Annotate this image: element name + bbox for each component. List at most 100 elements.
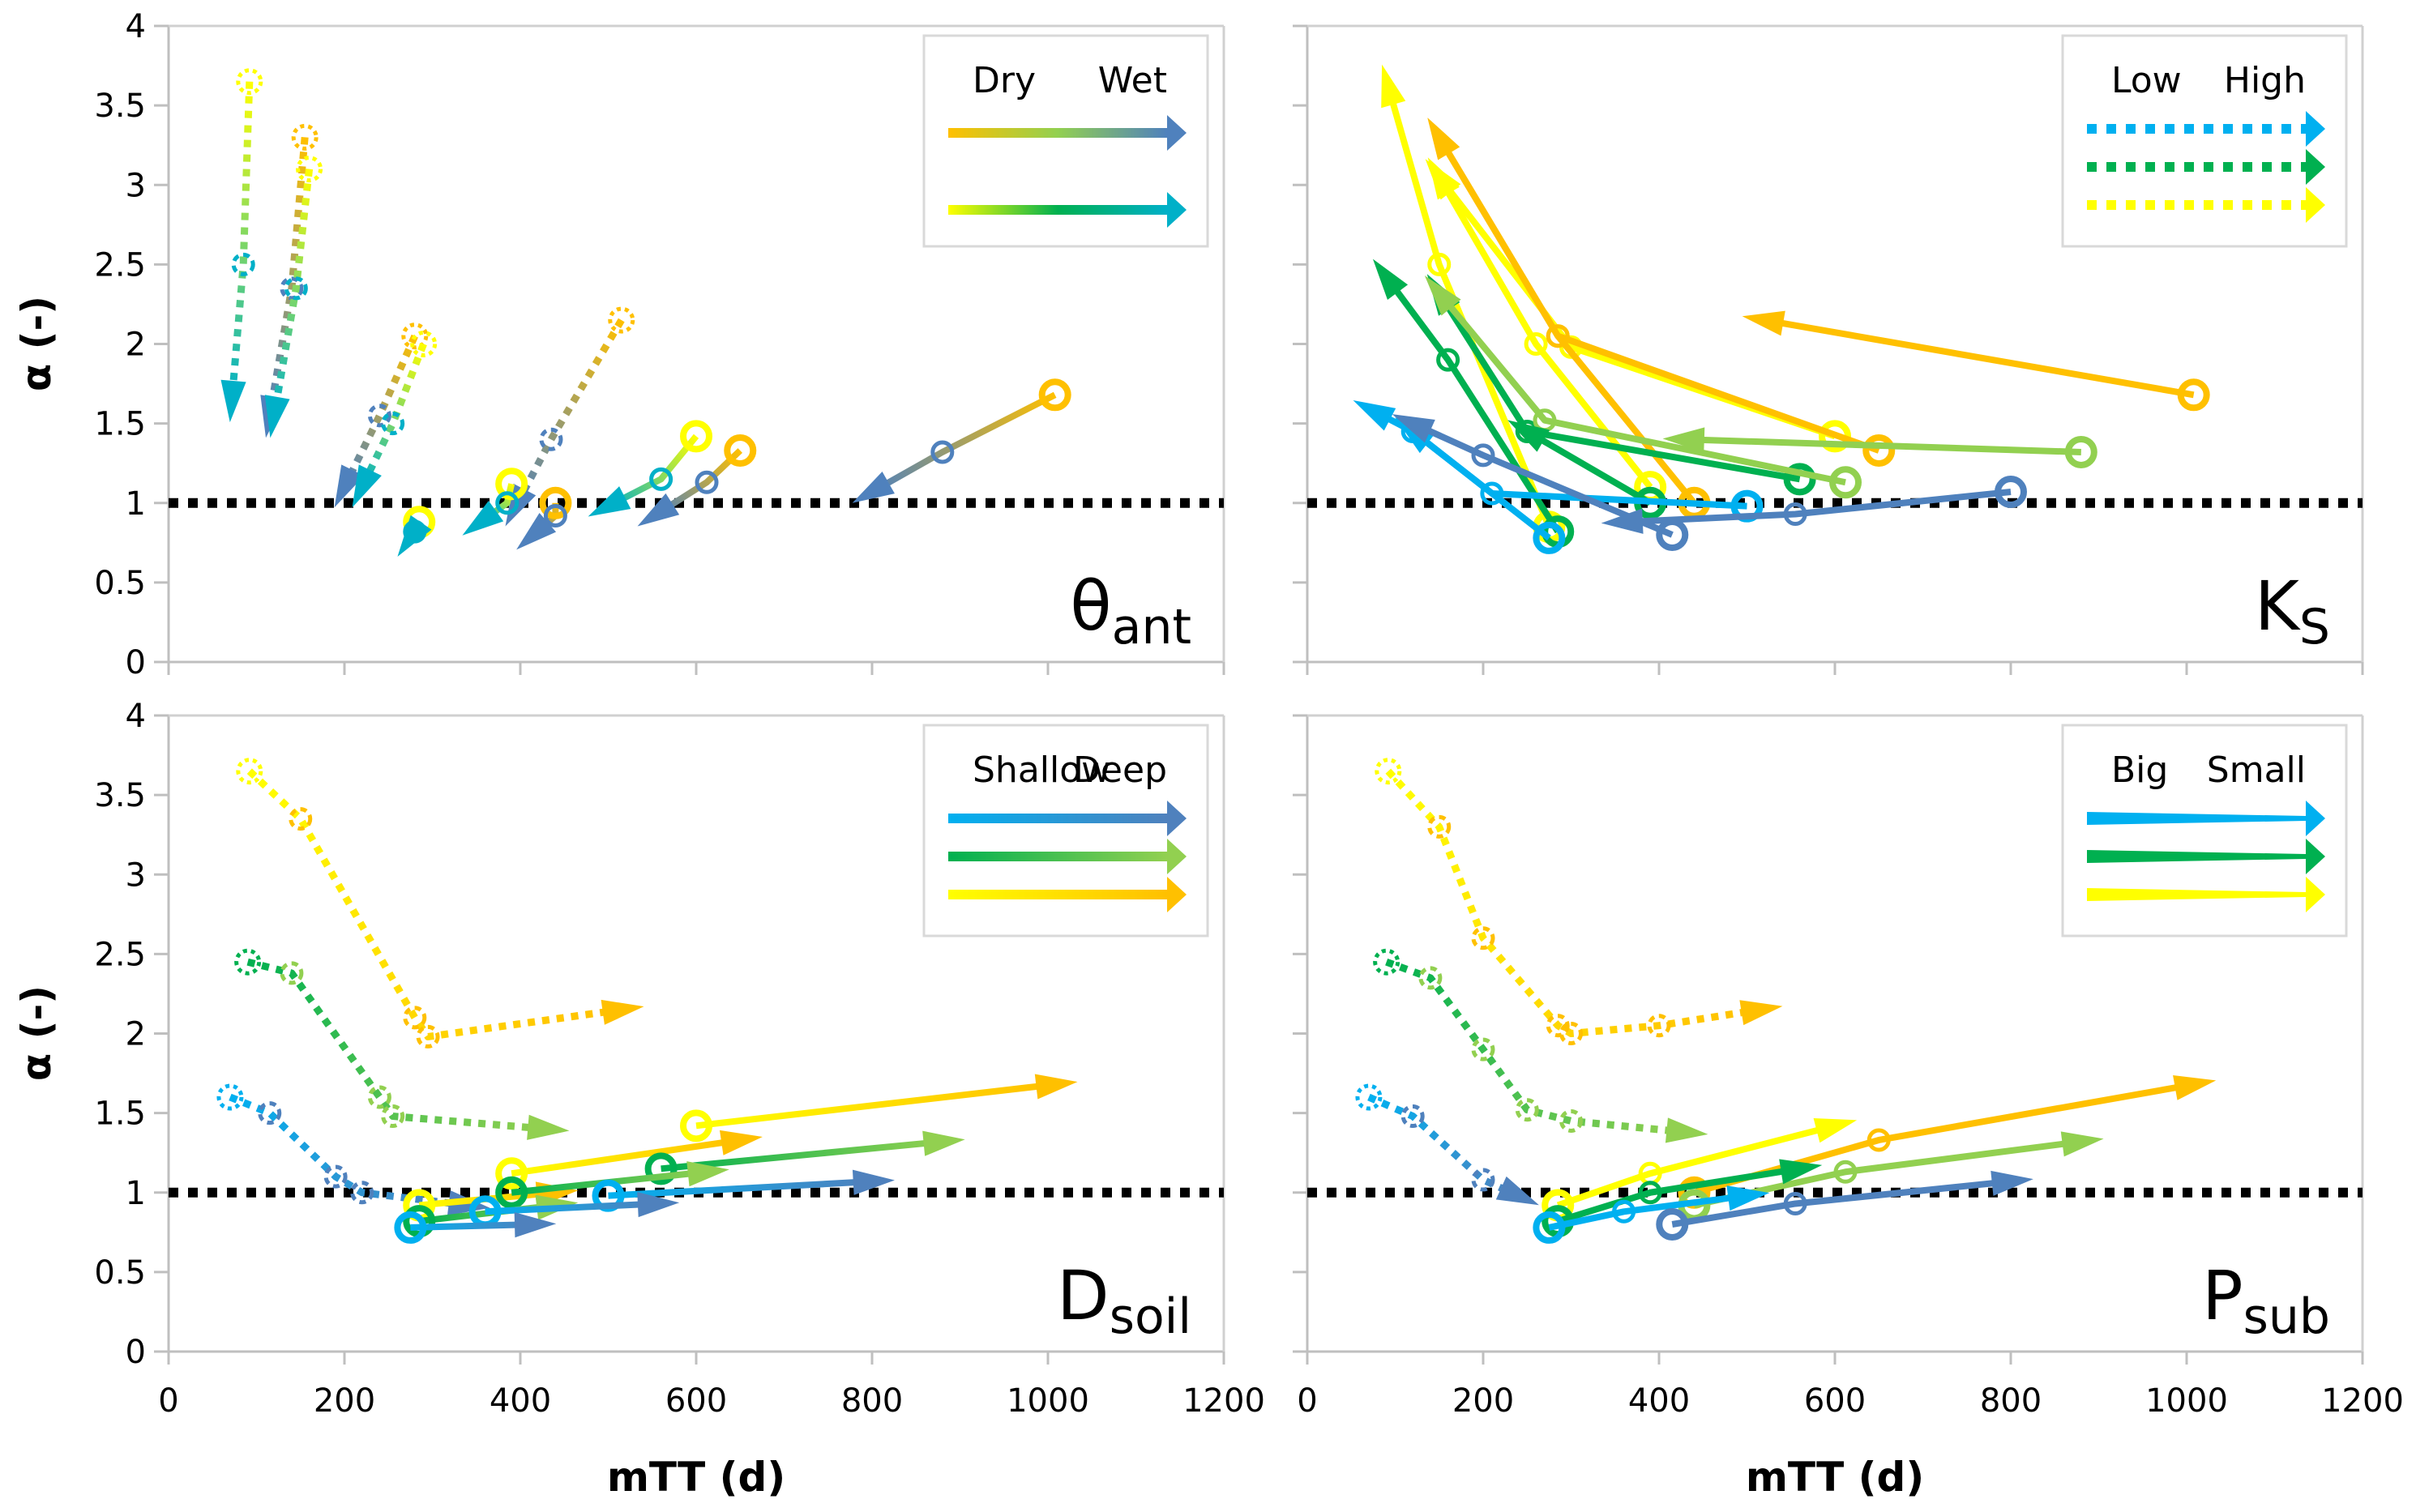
legend-arrow-head [2306,187,2325,223]
end-arrow-marker [1991,1170,2033,1196]
mid-marker [1783,502,1807,526]
y-tick-label: 2 [126,1016,146,1053]
end-arrow-marker [852,1169,895,1195]
start-marker [680,1109,712,1143]
y-tick-label: 2.5 [94,936,146,973]
series-line [246,768,622,1040]
start-marker [644,1152,678,1185]
end-arrow-marker [264,395,290,438]
series-dotted-yellow-green [220,68,263,423]
end-arrow-marker [1601,508,1644,534]
legend-arrow-head [2306,877,2325,912]
legend-label-start: Dry [973,60,1036,101]
series-solid-yellow-teal-a [397,506,436,557]
series-orange-b [1427,117,1896,467]
mid-marker [930,440,955,464]
series-line [1436,175,1653,489]
legend-arrow-head [1167,801,1187,836]
panel-label: KS [2255,566,2330,656]
series-line [228,81,254,400]
end-arrow-marker [922,1130,965,1156]
series-line [229,1093,468,1209]
mid-marker [649,467,673,491]
x-tick-label: 200 [314,1382,375,1420]
start-marker [1783,463,1816,496]
legend-arrow [948,839,1187,874]
legend-arrow-head [2306,149,2325,185]
series-line [1671,1178,2012,1228]
start-marker [1355,1083,1383,1111]
y-tick-label: 4 [126,698,146,735]
series-line [270,169,314,416]
mid-marker [1471,1037,1495,1061]
end-arrow-marker [1427,117,1460,160]
legend-arrow [2087,149,2325,185]
x-tick-label: 1200 [1182,1382,1265,1420]
end-arrow-marker [852,471,895,503]
y-tick-label: 0 [126,1334,146,1371]
y-tick-label: 1.5 [94,406,146,443]
mid-marker [1559,1022,1583,1045]
y-tick-label: 0.5 [94,565,146,602]
x-axis-label-right: mTT (d) [1746,1454,1924,1501]
y-tick-label: 2 [126,327,146,364]
start-marker [680,420,712,453]
legend-arrow-head [2306,801,2325,836]
mid-marker [1638,1181,1662,1205]
series-line [695,1081,1056,1130]
legend-arrow-line [2087,850,2306,863]
series-yellow-solid-a [680,1074,1078,1143]
start-marker [495,468,528,501]
legend-box [922,724,1209,938]
mid-marker [280,276,304,301]
y-tick-label: 4 [126,8,146,45]
mid-marker [323,1164,348,1189]
series-line [1623,489,2012,526]
series-solid-orange-blue-a [516,486,572,550]
series-dotted-yellow-teal-2 [264,156,323,438]
series-line [246,958,547,1133]
mid-marker [695,470,719,494]
panel-dsoil: 0 0.5 1 1.5 2 2.5 3 3.5 4 0 200 400 600 800 1000 1200 Ds… [94,698,1265,1420]
series-line [511,1137,741,1177]
end-arrow-marker [1665,1117,1708,1143]
panel-label-main: P [2202,1256,2243,1335]
mid-marker [1418,966,1443,990]
series-dotted-orange-right [505,306,635,527]
mid-marker [231,252,255,276]
legend-arrow-head [1167,877,1187,912]
start-marker [236,68,263,96]
series-line [358,342,427,489]
start-marker [1829,466,1862,499]
y-axis-label-bottom: α (-) [13,985,60,1081]
series-dotted-orange-blue-mid [334,322,429,508]
legend-label-start: Low [2111,60,2182,101]
legend-arrow-head [2306,111,2325,147]
y-tick-label: 0 [126,644,146,681]
start-marker [495,1176,528,1209]
end-arrow-marker [686,1161,729,1187]
start-marker [1862,434,1896,467]
series-yellow-dotted [1375,758,1783,1045]
x-tick-label: 400 [490,1382,551,1420]
series-line [410,1221,534,1231]
end-arrow-marker [719,1130,763,1155]
mid-marker [539,427,563,451]
series-line [1436,291,1846,486]
start-marker [291,123,319,151]
end-arrow-marker [1739,1000,1783,1026]
y-tick-label: 3.5 [94,88,146,125]
series-line [1384,85,1553,528]
y-axis-label-top: α (-) [13,296,60,391]
x-tick-label: 0 [1297,1382,1317,1420]
legend-box [2061,724,2348,938]
series-line [1367,1093,1520,1199]
mid-marker [289,807,313,831]
mid-marker [1783,1191,1807,1215]
end-arrow-marker [637,493,680,527]
mid-marker [350,1181,374,1205]
x-axis-label-left: mTT (d) [607,1454,785,1501]
legend-label-end: High [2224,60,2306,101]
